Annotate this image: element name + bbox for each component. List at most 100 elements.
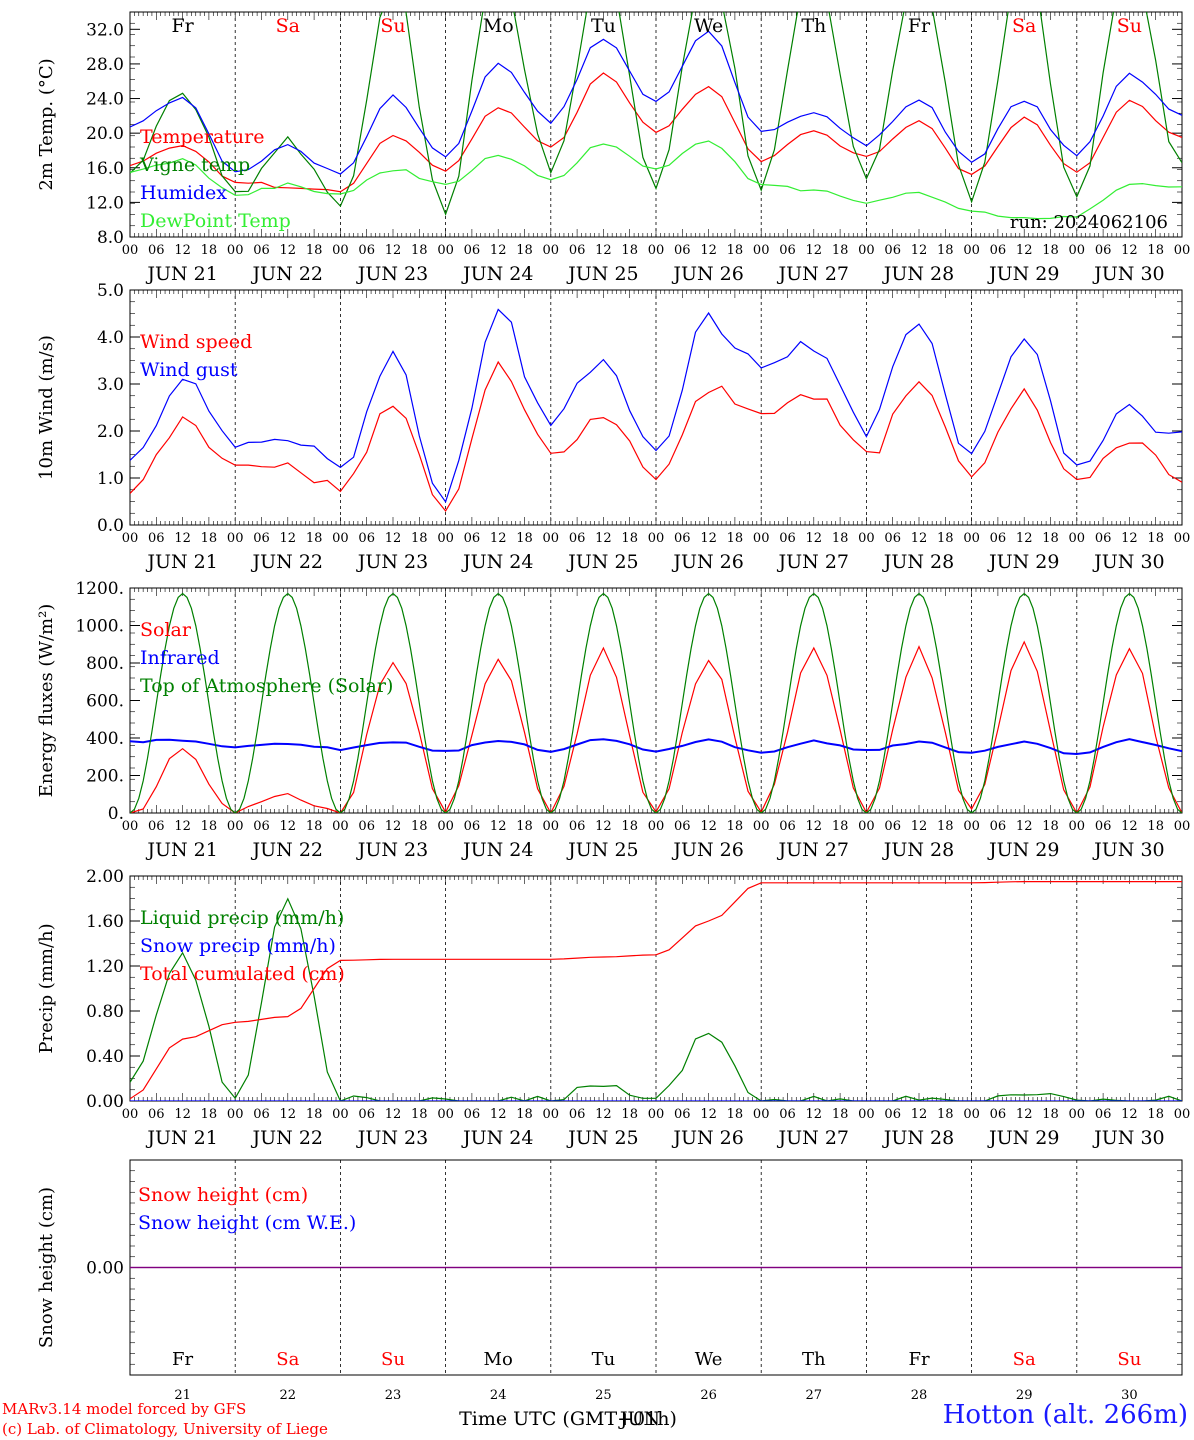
hour-tick-label: 18 [1042, 819, 1059, 834]
hour-tick-label: 06 [569, 243, 586, 258]
day-number: 29 [1016, 1388, 1033, 1403]
hour-tick-label: 06 [464, 243, 481, 258]
hour-tick-label: 18 [201, 819, 218, 834]
hour-tick-label: 12 [700, 819, 717, 834]
day-label: JUN 27 [777, 263, 849, 285]
y-tick-label: 1.20 [86, 957, 124, 977]
y-tick-label: 1.0 [97, 469, 124, 489]
hour-tick-label: 12 [490, 243, 507, 258]
hour-tick-label: 12 [806, 531, 823, 546]
day-label: JUN 29 [987, 551, 1059, 573]
hour-tick-label: 06 [674, 531, 691, 546]
hour-tick-label: 00 [332, 1107, 349, 1122]
y-tick-label: 8.0 [97, 228, 124, 248]
hour-tick-label: 18 [621, 531, 638, 546]
day-label: JUN 24 [461, 1127, 533, 1149]
hour-tick-label: 18 [727, 531, 744, 546]
hour-tick-label: 12 [280, 531, 297, 546]
y-tick-label: 0.40 [86, 1047, 124, 1067]
legend-entry: Infrared [140, 647, 220, 669]
hour-tick-label: 00 [227, 1107, 244, 1122]
y-tick-label: 12.0 [86, 193, 124, 213]
legend-entry: Humidex [140, 182, 227, 204]
day-label: JUN 28 [882, 263, 954, 285]
hour-tick-label: 00 [543, 1107, 560, 1122]
hour-tick-label: 06 [358, 1107, 375, 1122]
day-number: 24 [490, 1388, 507, 1403]
hour-tick-label: 18 [516, 1107, 533, 1122]
hour-tick-label: 12 [700, 531, 717, 546]
day-label: JUN 27 [777, 1127, 849, 1149]
hour-tick-label: 12 [911, 243, 928, 258]
series-line [130, 308, 1182, 504]
day-label: JUN 28 [882, 1127, 954, 1149]
legend-entry: Snow height (cm W.E.) [138, 1212, 356, 1234]
hour-tick-label: 12 [1016, 531, 1033, 546]
hour-tick-label: 00 [1174, 819, 1191, 834]
hour-tick-label: 06 [148, 819, 165, 834]
weekday-label: Th [801, 15, 826, 37]
day-label: JUN 27 [777, 839, 849, 861]
hour-tick-label: 00 [1069, 819, 1086, 834]
day-label: JUN 24 [461, 551, 533, 573]
hour-tick-label: 12 [174, 819, 191, 834]
hour-tick-label: 18 [832, 531, 849, 546]
hour-tick-label: 18 [201, 531, 218, 546]
y-tick-label: 4.0 [97, 328, 124, 348]
hour-tick-label: 18 [621, 243, 638, 258]
hour-tick-label: 12 [595, 819, 612, 834]
hour-tick-label: 00 [858, 531, 875, 546]
hour-tick-label: 00 [1174, 531, 1191, 546]
hour-tick-label: 18 [832, 1107, 849, 1122]
hour-tick-label: 12 [490, 531, 507, 546]
day-label: JUN 21 [145, 839, 217, 861]
weekday-label: Sa [276, 1349, 299, 1370]
day-label: JUN 23 [356, 551, 428, 573]
hour-tick-label: 12 [1016, 243, 1033, 258]
y-tick-label: 200. [86, 767, 124, 787]
hour-tick-label: 18 [621, 1107, 638, 1122]
hour-tick-label: 18 [306, 1107, 323, 1122]
hour-tick-label: 12 [385, 1107, 402, 1122]
hour-tick-label: 06 [148, 531, 165, 546]
hour-tick-label: 12 [385, 243, 402, 258]
hour-tick-label: 00 [437, 1107, 454, 1122]
hour-tick-label: 00 [963, 1107, 980, 1122]
hour-tick-label: 06 [674, 243, 691, 258]
hour-tick-label: 00 [1069, 531, 1086, 546]
legend-entry: Wind gust [140, 359, 238, 381]
hour-tick-label: 18 [1147, 531, 1164, 546]
hour-tick-label: 00 [437, 819, 454, 834]
time-axis-label: Time UTC (GMT+01h) [459, 1408, 677, 1430]
y-axis-label: 10m Wind (m/s) [36, 335, 57, 480]
hour-tick-label: 12 [1121, 819, 1138, 834]
hour-tick-label: 06 [1095, 243, 1112, 258]
hour-tick-label: 06 [884, 819, 901, 834]
day-label: JUN 22 [251, 839, 323, 861]
day-label: JUN 22 [251, 1127, 323, 1149]
hour-tick-label: 00 [753, 1107, 770, 1122]
y-tick-label: 0.00 [86, 1259, 124, 1279]
day-number: 22 [280, 1388, 297, 1403]
hour-tick-label: 12 [1121, 243, 1138, 258]
hour-tick-label: 12 [174, 1107, 191, 1122]
hour-tick-label: 00 [753, 819, 770, 834]
y-tick-label: 0.00 [86, 1092, 124, 1112]
hour-tick-label: 12 [700, 1107, 717, 1122]
hour-tick-label: 00 [543, 243, 560, 258]
weekday-label: Su [381, 1349, 405, 1370]
legend-entry: Vigne temp [139, 154, 250, 176]
hour-tick-label: 06 [990, 819, 1007, 834]
weekday-label: We [694, 15, 723, 37]
day-label: JUN 29 [987, 839, 1059, 861]
y-tick-label: 0. [108, 804, 124, 824]
legend-entry: Snow precip (mm/h) [140, 935, 336, 957]
y-tick-label: 20.0 [86, 124, 124, 144]
hour-tick-label: 06 [779, 1107, 796, 1122]
y-tick-label: 0.80 [86, 1002, 124, 1022]
hour-tick-label: 00 [753, 531, 770, 546]
hour-tick-label: 00 [332, 243, 349, 258]
legend-entry: Total cumulated (cm) [140, 963, 345, 985]
weekday-label: Th [802, 1349, 826, 1370]
hour-tick-label: 00 [332, 819, 349, 834]
